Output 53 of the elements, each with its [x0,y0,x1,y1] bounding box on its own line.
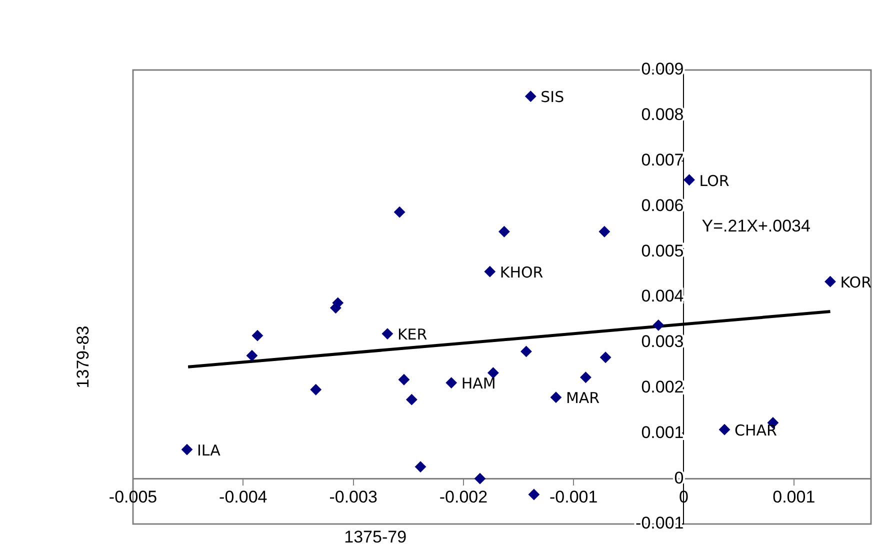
point [498,226,510,238]
point [824,276,836,288]
point [446,377,457,388]
x-tick-label: 0.001 [772,487,816,506]
point [474,473,486,484]
point [414,461,426,472]
annotation: MAR [566,389,600,408]
point [246,350,258,362]
point [520,346,532,357]
point [580,372,592,383]
annotation: Y=.21X+.0034 [702,216,810,236]
y-tick-label: 0.008 [641,105,684,124]
annotation: CHAR [734,421,777,440]
point [719,424,730,436]
point [181,444,192,456]
point [310,384,322,396]
y-tick-label: 0.002 [641,377,684,396]
point [528,488,540,500]
point [598,226,610,238]
point [652,320,664,331]
point [406,394,418,406]
point [394,206,406,218]
point [600,352,612,363]
x-tick-label: -0.001 [549,487,598,506]
y-tick-label: 0.006 [641,196,684,215]
x-tick-label: -0.002 [439,487,488,506]
point [684,174,695,186]
x-tick-label: -0.005 [108,487,158,506]
y-tick-label: 0.005 [641,241,684,260]
y-tick-label: 0.007 [641,150,684,170]
point [252,330,263,342]
annotation: HAM [461,374,496,393]
y-tick-label: -0.001 [636,514,684,533]
annotation: SIS [540,88,564,106]
y-tick-label: 0.001 [641,422,684,442]
point [382,328,393,340]
x-axis-title: 1375-79 [344,528,407,544]
y-tick-label: 0.003 [641,332,684,352]
x-tick-label: -0.003 [329,487,378,506]
y-axis-title: 1379-83 [74,326,93,388]
point [550,392,562,403]
annotation: KHOR [500,263,544,282]
point [484,266,496,278]
annotation: KOR [840,273,872,292]
annotation: LOR [699,172,730,190]
y-tick-label: 0.009 [641,60,684,79]
x-tick-label: -0.004 [219,487,268,506]
annotation: ILA [196,441,222,460]
annotation: KER [397,326,428,344]
point [525,90,536,102]
y-tick-label: 0 [674,468,684,488]
point [398,374,410,386]
point [488,367,499,378]
